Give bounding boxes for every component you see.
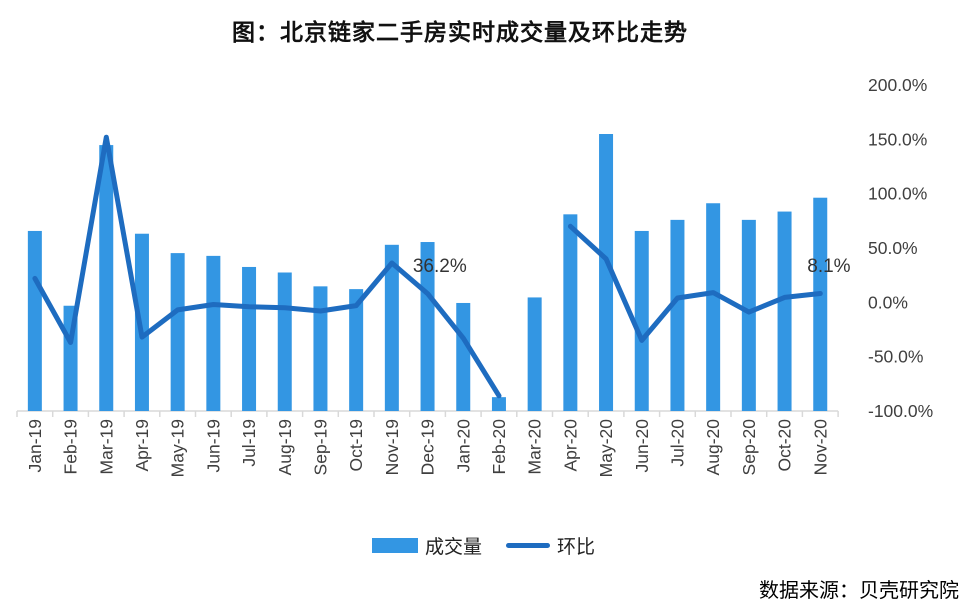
x-axis-label: Aug-19 [275,419,295,475]
volume-bar [456,302,471,411]
x-axis-label: Jan-19 [25,419,45,473]
y-axis-tick-label: -100.0% [868,401,933,421]
y-axis-tick-label: 200.0% [868,75,927,95]
volume-bar [706,203,721,411]
chart-title: 图：北京链家二手房实时成交量及环比走势 [232,19,688,45]
x-axis-label: Apr-20 [560,419,580,472]
volume-bar [491,397,506,411]
x-axis-label: Feb-20 [489,419,509,475]
annotation-label: 8.1% [807,256,850,277]
x-axis-label: Jun-20 [632,419,652,473]
x-axis-label: Aug-20 [703,419,723,476]
volume-bar [134,233,149,411]
volume-bar [170,253,185,411]
volume-bar [27,230,42,411]
volume-bar [599,134,614,411]
volume-bar [741,219,756,411]
x-axis-label: Dec-19 [418,419,438,475]
x-axis-label: Nov-19 [382,419,402,475]
volume-bar [242,266,257,411]
volume-bar [384,244,399,411]
x-axis-label: Oct-20 [775,419,795,472]
volume-bar [813,197,828,411]
volume-bar [206,255,221,411]
volume-bar [777,211,792,411]
x-axis-label: May-20 [596,419,616,478]
volume-bar [277,272,292,411]
x-axis-label: Nov-20 [810,419,830,476]
legend-swatch-volume [371,538,418,553]
x-axis-label: Jul-20 [667,419,687,467]
legend-item-mom: 环比 [506,532,595,559]
x-axis-label: Jun-19 [203,419,223,473]
x-axis-label: May-19 [168,419,188,477]
volume-bar [670,219,685,411]
volume-bar [99,145,114,411]
legend-label-volume: 成交量 [424,537,482,558]
source-note: 数据来源：贝壳研究院 [759,580,959,602]
volume-bar [634,230,649,411]
volume-bar [527,297,542,411]
x-axis-label: Feb-19 [61,419,81,474]
legend-item-volume: 成交量 [371,532,482,559]
y-axis-tick-label: 150.0% [868,129,927,149]
x-axis-label: Mar-19 [96,419,116,474]
x-axis-label: Sep-20 [739,419,759,476]
y-axis-tick-label: 100.0% [868,184,927,204]
x-axis-label: Oct-19 [346,419,366,472]
volume-bar [563,214,578,411]
chart-legend: 成交量 环比 [0,532,967,559]
legend-swatch-mom [506,543,550,548]
x-axis-label: Jan-20 [453,419,473,473]
volume-bar [313,286,328,411]
volume-bar [349,289,364,411]
mom-line [32,134,823,399]
x-axis-label: Apr-19 [132,419,152,472]
x-axis-label: Jul-19 [239,419,259,467]
y-axis-tick-label: 0.0% [868,292,908,312]
y-axis-tick-label: -50.0% [868,347,923,367]
x-axis-label: Mar-20 [525,419,545,475]
annotation-label: 36.2% [413,256,467,277]
y-axis-tick-label: 50.0% [868,238,918,258]
x-axis-label: Sep-19 [310,419,330,475]
legend-label-mom: 环比 [557,537,596,558]
volume-bar [420,242,435,411]
